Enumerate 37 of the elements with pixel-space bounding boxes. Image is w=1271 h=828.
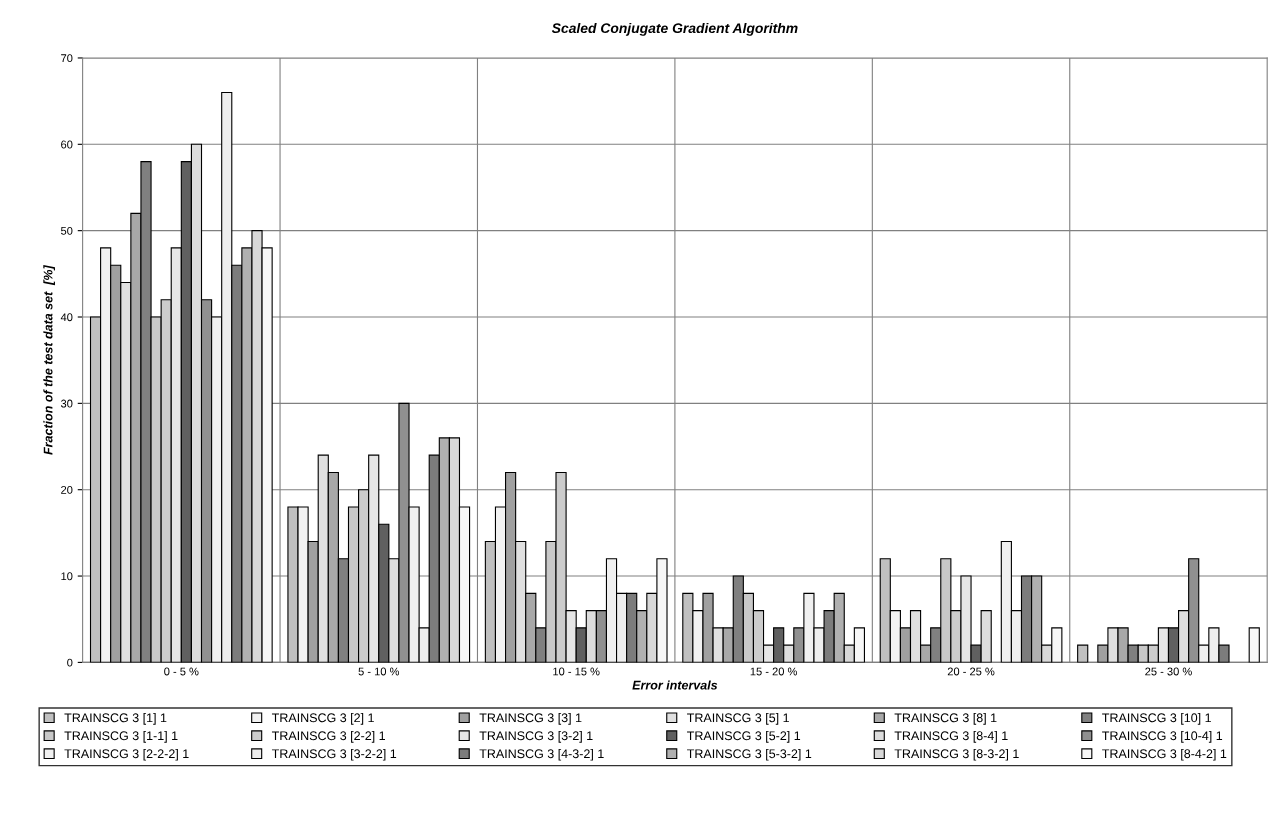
y-axis-title: Fraction of the test data set [%]	[43, 265, 55, 455]
x-tick-label: 15 - 20 %	[750, 667, 797, 676]
legend-label: TRAINSCG 3 [2-2-2] 1	[64, 748, 189, 761]
x-tick-label: 0 - 5 %	[164, 667, 199, 676]
legend-label: TRAINSCG 3 [1-1] 1	[64, 730, 178, 743]
legend-label: TRAINSCG 3 [8-4] 1	[894, 730, 1008, 743]
legend-label: TRAINSCG 3 [8] 1	[894, 713, 997, 725]
y-tick-label: 60	[61, 140, 73, 149]
legend-label: TRAINSCG 3 [8-3-2] 1	[894, 748, 1019, 761]
x-tick-label: 5 - 10 %	[358, 667, 400, 676]
legend-label: TRAINSCG 3 [8-4-2] 1	[1102, 748, 1227, 761]
legend-label: TRAINSCG 3 [2-2] 1	[271, 730, 385, 743]
y-tick-label: 10	[61, 572, 73, 581]
legend-label: TRAINSCG 3 [5-3-2] 1	[687, 748, 812, 761]
y-tick-label: 70	[61, 54, 73, 63]
chart-title: Scaled Conjugate Gradient Algorithm	[551, 22, 798, 36]
legend-label: TRAINSCG 3 [3] 1	[479, 713, 582, 725]
x-tick-label: 25 - 30 %	[1145, 667, 1192, 676]
legend-label: TRAINSCG 3 [5-2] 1	[687, 730, 801, 743]
x-tick-label: 20 - 25 %	[947, 667, 995, 676]
y-tick-label: 30	[60, 399, 73, 408]
y-tick-label: 50	[60, 226, 73, 235]
legend-label: TRAINSCG 3 [10-4] 1	[1102, 730, 1223, 743]
y-tick-label: 20	[61, 485, 73, 494]
legend-label: TRAINSCG 3 [4-3-2] 1	[479, 748, 604, 761]
legend-label: TRAINSCG 3 [2] 1	[271, 713, 374, 725]
legend-label: TRAINSCG 3 [1] 1	[64, 713, 167, 725]
legend-label: TRAINSCG 3 [10] 1	[1102, 713, 1211, 725]
y-tick-label: 0	[67, 658, 73, 667]
legend-label: TRAINSCG 3 [3-2] 1	[479, 730, 593, 743]
legend-label: TRAINSCG 3 [5] 1	[687, 713, 789, 725]
bar	[1077, 644, 1089, 663]
legend-label: TRAINSCG 3 [3-2-2] 1	[271, 748, 397, 761]
y-tick-label: 40	[60, 313, 73, 322]
x-axis-title: Error intervals	[632, 680, 718, 690]
bar	[1248, 627, 1260, 663]
x-tick-label: 10 - 15 %	[553, 667, 600, 676]
